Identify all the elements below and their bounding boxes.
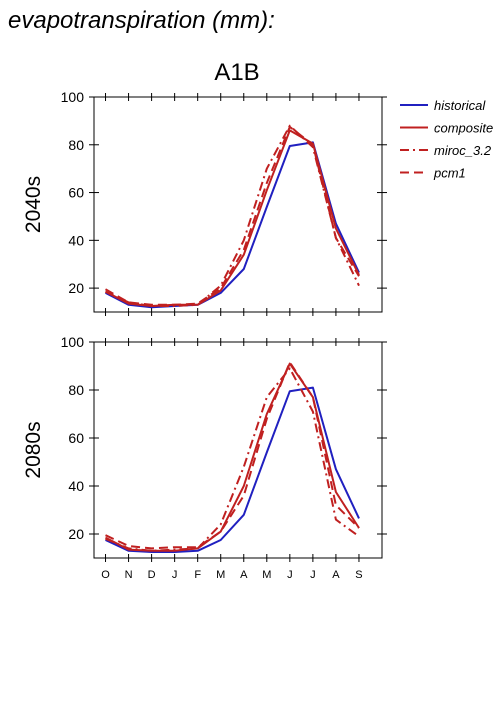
plot-frame	[93, 341, 383, 559]
x-tick-label: D	[148, 569, 156, 581]
panel-2040s: 20 40 60 80 100 2040s	[22, 89, 387, 316]
x-tick-label: M	[216, 569, 225, 581]
plot-frame	[93, 96, 383, 313]
series-line-pcm1	[105, 361, 360, 550]
x-tick-label: A	[240, 569, 248, 581]
scenario-title: A1B	[214, 59, 259, 86]
x-tick-label: A	[332, 569, 340, 581]
y-tick-label: 100	[61, 89, 85, 105]
panel-label: 2040s	[22, 176, 45, 233]
x-tick-label: N	[125, 569, 133, 581]
y-tick-label: 80	[68, 137, 84, 153]
series-line-composite	[105, 362, 360, 552]
figure-title: evapotranspiration (mm):	[8, 7, 275, 34]
x-tick-label: M	[262, 569, 271, 581]
y-tick-label: 40	[68, 478, 84, 494]
x-tick-label: O	[101, 569, 110, 581]
x-tick-label: S	[355, 569, 362, 581]
y-tick-label: 80	[68, 382, 84, 398]
series-line-miroc-3-2	[105, 124, 360, 307]
y-tick-label: 20	[68, 526, 84, 542]
series-line-miroc-3-2	[105, 367, 360, 552]
series-line-pcm1	[105, 125, 360, 306]
panel-2080s: 20 40 60 80 100 O N D J F M A M J J A S 2080s	[22, 334, 387, 581]
legend-label: composite	[434, 121, 493, 136]
series-line-historical	[105, 386, 360, 553]
x-tick-label: J	[287, 569, 293, 581]
y-tick-label: 60	[68, 185, 84, 201]
y-tick-label: 100	[61, 334, 85, 350]
panel-label: 2080s	[22, 421, 45, 478]
legend-label: historical	[434, 98, 486, 113]
legend: historical composite miroc_3.2 pcm1	[400, 98, 493, 181]
y-tick-label: 20	[68, 280, 84, 296]
legend-label: pcm1	[433, 166, 466, 181]
x-tick-label: F	[194, 569, 201, 581]
y-tick-label: 40	[68, 232, 84, 248]
x-tick-label: J	[310, 569, 316, 581]
series-line-historical	[105, 141, 360, 309]
y-tick-label: 60	[68, 430, 84, 446]
legend-label: miroc_3.2	[434, 143, 492, 158]
x-tick-label: J	[172, 569, 178, 581]
